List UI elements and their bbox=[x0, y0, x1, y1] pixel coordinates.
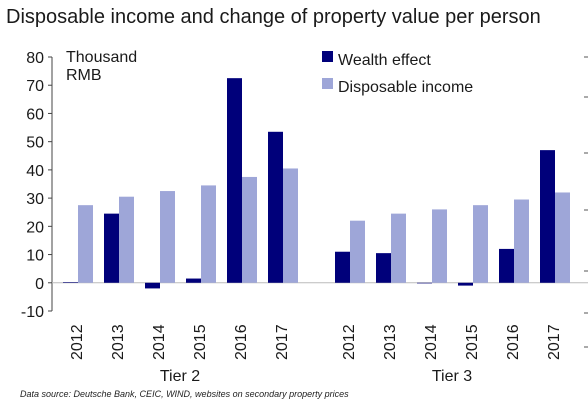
x-tick-label: 2016 bbox=[505, 324, 522, 360]
wealth-effect-bar bbox=[458, 282, 473, 286]
legend-label: Disposable income bbox=[338, 79, 473, 96]
y-tick-label: 50 bbox=[26, 135, 44, 152]
x-tick-label: 2013 bbox=[382, 324, 399, 360]
disposable-income-bar bbox=[473, 205, 488, 283]
x-tick-label: 2014 bbox=[423, 324, 440, 360]
y-tick-label: 70 bbox=[26, 78, 44, 95]
x-tick-label: 2013 bbox=[110, 324, 127, 360]
x-tick-label: 2016 bbox=[233, 324, 250, 360]
disposable-income-bar bbox=[119, 196, 134, 283]
wealth-effect-bar bbox=[376, 253, 391, 283]
y-tick-label: 30 bbox=[26, 191, 44, 208]
x-tick-label: 2014 bbox=[151, 324, 168, 360]
y-tick-label: 20 bbox=[26, 219, 44, 236]
disposable-income-bar bbox=[160, 191, 175, 283]
x-tick-label: 2015 bbox=[464, 324, 481, 360]
wealth-effect-bar bbox=[499, 248, 514, 283]
disposable-income-bar bbox=[514, 199, 529, 283]
wealth-effect-bar bbox=[227, 78, 242, 283]
wealth-effect-bar bbox=[186, 278, 201, 283]
wealth-effect-bar bbox=[335, 251, 350, 283]
y-tick-label: 60 bbox=[26, 106, 44, 123]
disposable-income-bar bbox=[78, 205, 93, 283]
disposable-income-bar bbox=[283, 168, 298, 283]
disposable-income-bar bbox=[555, 192, 570, 283]
y-tick-label: 10 bbox=[26, 248, 44, 265]
x-tick-label: 2017 bbox=[274, 324, 291, 360]
group-label: Tier 3 bbox=[432, 368, 472, 385]
disposable-income-bar bbox=[201, 185, 216, 283]
y-tick-label: 0 bbox=[35, 276, 44, 293]
chart-title: Disposable income and change of property… bbox=[6, 6, 541, 28]
group-label: Tier 2 bbox=[160, 368, 200, 385]
wealth-effect-bar bbox=[268, 131, 283, 283]
wealth-effect-bar bbox=[417, 282, 432, 284]
y-tick-label: -10 bbox=[21, 304, 44, 321]
legend-swatch bbox=[322, 78, 333, 89]
disposable-income-bar bbox=[242, 176, 257, 283]
wealth-effect-bar bbox=[104, 213, 119, 283]
unit-label: Thousand bbox=[66, 49, 137, 66]
unit-label: RMB bbox=[66, 67, 102, 84]
legend-swatch bbox=[322, 51, 333, 62]
y-tick-label: 40 bbox=[26, 163, 44, 180]
data-source-note: Data source: Deutsche Bank, CEIC, WIND, … bbox=[20, 389, 349, 399]
wealth-effect-bar bbox=[540, 150, 555, 283]
y-tick-label: 80 bbox=[26, 50, 44, 67]
x-tick-label: 2015 bbox=[192, 324, 209, 360]
x-tick-label: 2012 bbox=[341, 324, 358, 360]
wealth-effect-bar bbox=[145, 282, 160, 289]
wealth-effect-bar bbox=[63, 282, 78, 283]
disposable-income-bar bbox=[391, 213, 406, 283]
legend-label: Wealth effect bbox=[338, 52, 431, 69]
disposable-income-bar bbox=[432, 209, 447, 283]
disposable-income-bar bbox=[350, 220, 365, 283]
x-tick-label: 2017 bbox=[546, 324, 563, 360]
x-tick-label: 2012 bbox=[69, 324, 86, 360]
